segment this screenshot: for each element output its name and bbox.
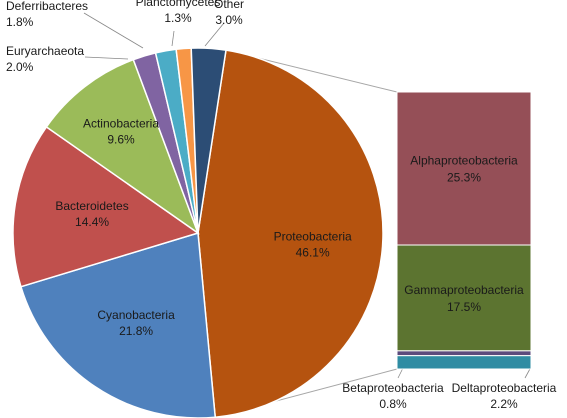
pie-value-other: 3.0% [215, 13, 243, 27]
pie-label-cyanobacteria: Cyanobacteria [97, 308, 175, 322]
pie-label-bacteroidetes: Bacteroidetes [55, 199, 128, 213]
pie-value-bacteroidetes: 14.4% [75, 215, 109, 229]
bar-label-deltaproteobacteria: Deltaproteobacteria [452, 381, 557, 395]
pie-value-planctomycetes: 1.3% [164, 11, 192, 25]
bar-segment-alphaproteobacteria [396, 91, 532, 246]
stacked-bar [396, 91, 532, 370]
pie-slice-proteobacteria [197, 49, 384, 418]
leader-line-planctomycetes [171, 30, 175, 47]
bar-value-alphaproteobacteria: 25.3% [447, 171, 481, 185]
bar-value-betaproteobacteria: 0.8% [379, 397, 407, 411]
bar-label-alphaproteobacteria: Alphaproteobacteria [410, 154, 518, 168]
pie-slice-other [190, 47, 227, 234]
pie-slice-actinobacteria [45, 58, 200, 235]
pie-value-cyanobacteria: 21.8% [119, 324, 153, 338]
bar-segment-gammaproteobacteria [396, 244, 532, 352]
bar-label-gammaproteobacteria: Gammaproteobacteria [404, 283, 524, 297]
pie-label-proteobacteria: Proteobacteria [274, 229, 352, 243]
bar-label-betaproteobacteria: Betaproteobacteria [342, 381, 444, 395]
pie-label-actinobacteria: Actinobacteria [83, 117, 159, 131]
pie-label-euryarchaeota: Euryarchaeota [6, 44, 84, 58]
leader-line-other [204, 22, 225, 47]
pie-slice-bacteroidetes [12, 125, 200, 288]
pie-value-deferribacteres: 1.8% [6, 15, 34, 29]
pie-value-proteobacteria: 46.1% [296, 245, 330, 259]
pie-label-other: Other [214, 0, 244, 11]
bar-value-gammaproteobacteria: 17.5% [447, 300, 481, 314]
bar-segment-deltaproteobacteria [396, 355, 532, 370]
pie-label-deferribacteres: Deferribacteres [6, 0, 88, 13]
leader-line-deferribacteres [83, 12, 144, 49]
pie [12, 47, 384, 418]
pie-value-euryarchaeota: 2.0% [6, 60, 34, 74]
bar-segment-betaproteobacteria [396, 350, 532, 357]
pie-label-planctomycetes: Planctomycetes [136, 0, 221, 9]
chart-labels: Proteobacteria 46.1% Cyanobacteria 21.8% Bac… [6, 0, 557, 411]
leader-line-euryarchaeota [84, 56, 129, 60]
pie-value-actinobacteria: 9.6% [107, 133, 135, 147]
bar-value-deltaproteobacteria: 2.2% [490, 397, 518, 411]
